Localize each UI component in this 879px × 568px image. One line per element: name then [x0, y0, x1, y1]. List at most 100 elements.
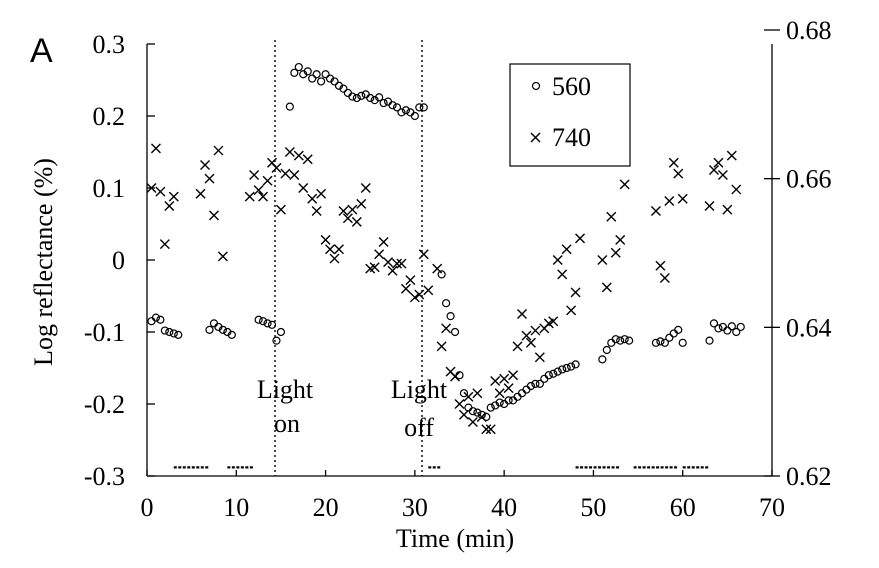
legend-marker-560 [531, 81, 541, 91]
point-740 [503, 383, 514, 394]
point-560 [531, 379, 540, 388]
y2-ticks: 0.62 0.64 0.66 0.68 [764, 16, 832, 491]
point-560 [339, 84, 348, 93]
point-740 [164, 201, 175, 211]
point-740 [204, 173, 215, 184]
point-560 [522, 385, 531, 394]
point-560 [714, 324, 723, 333]
point-740 [575, 233, 586, 244]
point-740 [396, 258, 407, 269]
point-560 [165, 327, 174, 337]
point-740 [659, 273, 670, 283]
point-560 [517, 389, 527, 398]
point-740 [378, 237, 389, 247]
point-560 [303, 67, 312, 76]
series-560 [147, 62, 745, 422]
point-740 [392, 258, 402, 269]
point-740 [320, 234, 331, 245]
point-560 [651, 338, 661, 347]
point-560 [308, 74, 317, 83]
point-560 [361, 90, 370, 99]
point-560 [205, 325, 214, 334]
y-tick-label: -0.3 [84, 462, 125, 491]
point-560 [388, 101, 397, 110]
point-560 [209, 319, 219, 328]
point-560 [174, 330, 183, 339]
point-560 [437, 270, 446, 279]
y-ticks: -0.3 -0.2 -0.1 0 0.1 0.2 0.3 [84, 30, 155, 491]
point-740 [610, 247, 621, 258]
point-560 [558, 365, 567, 374]
point-560 [272, 336, 281, 345]
x-tick-label: 0 [141, 493, 154, 522]
point-740 [552, 255, 563, 265]
point-560 [321, 70, 330, 79]
point-740 [481, 424, 492, 435]
point-560 [709, 319, 719, 328]
point-560 [419, 103, 428, 112]
point-740 [275, 204, 286, 215]
point-740 [329, 253, 340, 264]
point-740 [342, 213, 353, 224]
y2-tick-label: 0.68 [786, 16, 832, 45]
point-560 [312, 70, 321, 79]
point-740 [704, 201, 715, 211]
point-560 [267, 320, 277, 329]
point-560 [375, 93, 384, 102]
light-on-annotation: Light on [257, 375, 314, 438]
point-560 [526, 381, 536, 391]
point-740 [441, 323, 452, 334]
point-560 [254, 315, 263, 324]
point-560 [410, 111, 419, 121]
point-560 [620, 335, 629, 344]
point-740 [472, 388, 483, 399]
light-on-label-line1: Light [257, 375, 314, 404]
point-740 [490, 375, 501, 386]
point-740 [450, 371, 461, 382]
point-740 [485, 424, 496, 435]
point-740 [530, 325, 541, 336]
y-tick-label: 0 [112, 246, 125, 275]
point-560 [459, 389, 469, 398]
point-740 [338, 206, 349, 217]
y-tick-label: 0.2 [93, 102, 126, 131]
panel-label: A [30, 32, 53, 70]
point-560 [218, 325, 227, 334]
light-off-annotation: Light off [391, 375, 448, 442]
point-560 [732, 327, 741, 337]
point-560 [567, 362, 576, 371]
y2-tick-label: 0.66 [786, 165, 832, 194]
point-560 [392, 103, 402, 112]
point-740 [369, 262, 380, 273]
point-560 [258, 317, 268, 326]
point-560 [656, 337, 665, 346]
point-560 [611, 335, 620, 344]
point-560 [294, 62, 303, 72]
point-560 [156, 315, 165, 324]
point-740 [619, 179, 630, 190]
point-740 [521, 330, 532, 341]
point-560 [508, 396, 518, 405]
point-740 [423, 285, 434, 296]
point-740 [650, 206, 661, 217]
point-740 [316, 188, 327, 199]
point-560 [151, 313, 161, 322]
y2-tick-label: 0.64 [786, 313, 832, 342]
point-560 [549, 369, 558, 378]
point-740 [673, 168, 684, 179]
point-740 [405, 275, 416, 286]
point-740 [463, 391, 474, 402]
point-740 [387, 265, 398, 276]
point-560 [366, 93, 375, 103]
point-560 [348, 92, 357, 101]
point-740 [713, 157, 724, 168]
point-560 [669, 329, 678, 338]
point-560 [660, 338, 669, 347]
point-560 [616, 336, 625, 345]
point-560 [513, 392, 522, 401]
point-560 [674, 325, 683, 334]
point-740 [159, 239, 170, 250]
point-740 [494, 388, 505, 399]
point-560 [343, 88, 352, 98]
